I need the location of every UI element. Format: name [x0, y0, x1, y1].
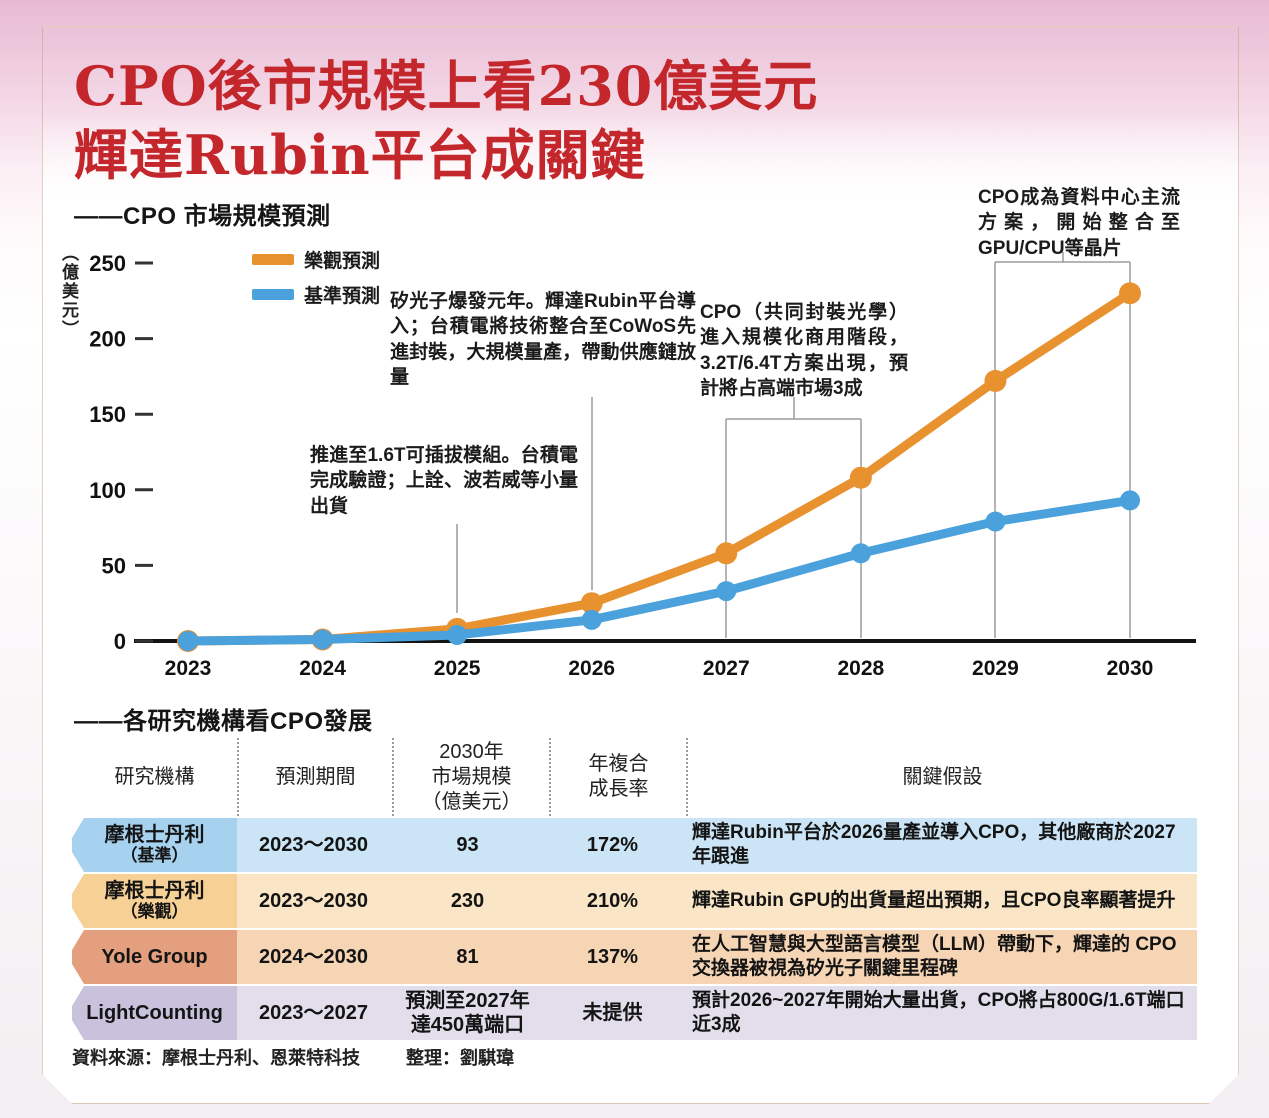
cagr-cell: 未提供: [582, 1002, 643, 1024]
page-title-line1: CPO後市規模上看230億美元: [74, 54, 819, 118]
row-body: 2023～2030 230 210% 輝達Rubin GPU的出貨量超出預期，且…: [237, 874, 1197, 928]
legend-item-base: 基準預測: [252, 281, 380, 308]
table-row-lightcounting: LightCounting 2023～2027 預測至2027年 達450萬端口…: [72, 986, 1197, 1040]
optimistic-line-swatch: [252, 254, 294, 265]
annotation-2026: 矽光子爆發元年。輝達Rubin平台導入；台積電將技術整合至CoWoS先進封裝，大…: [390, 291, 696, 388]
org-name: LightCounting: [86, 1002, 223, 1024]
chart-legend: 樂觀預測 基準預測: [252, 246, 380, 308]
table-section-title: ——各研究機構看CPO發展: [74, 708, 373, 735]
org-name: Yole Group: [101, 946, 208, 968]
legend-item-optimistic: 樂觀預測: [252, 246, 380, 273]
org-subtitle: （基準）: [120, 846, 189, 866]
size-cell: 預測至2027年 達450萬端口: [405, 990, 530, 1036]
table-header-row: 研究機構 預測期間 2030年 市場規模 （億美元） 年複合 成長率 關鍵假設: [72, 738, 1197, 816]
header-org: 研究機構: [72, 738, 239, 816]
annotation-2025: 推進至1.6T可插拔模組。台積電完成驗證；上詮、波若威等小量出貨: [310, 445, 578, 517]
annotation-2027-2028: CPO（共同封裝光學）進入規模化商用階段，3.2T/6.4T方案出現，預計將占高…: [700, 302, 908, 399]
chart-section-title: ——CPO 市場規模預測: [74, 203, 331, 230]
org-label: 摩根士丹利 （樂觀）: [72, 874, 237, 928]
period-cell: 2023～2027: [259, 1002, 368, 1024]
period-cell: 2024～2030: [259, 946, 368, 968]
header-size-2030: 2030年 市場規模 （億美元）: [394, 738, 551, 816]
cagr-cell: 172%: [586, 834, 639, 856]
editor-note: 整理：劉騏瑋: [406, 1048, 514, 1068]
cagr-cell: 210%: [586, 890, 639, 912]
org-name: 摩根士丹利: [104, 824, 205, 847]
header-period: 預測期間: [239, 738, 394, 816]
org-label: Yole Group: [72, 930, 237, 984]
row-body: 2023～2030 93 172% 輝達Rubin平台於2026量產並導入CPO…: [237, 818, 1197, 872]
size-cell: 230: [450, 890, 485, 912]
assumption-cell: 在人工智慧與大型語言模型（LLM）帶動下，輝達的 CPO 交換器被視為矽光子關鍵…: [692, 933, 1177, 979]
assumption-cell: 輝達Rubin平台於2026量產並導入CPO，其他廠商於2027年跟進: [692, 821, 1176, 867]
table-row-morgan-bull: 摩根士丹利 （樂觀） 2023～2030 230 210% 輝達Rubin GP…: [72, 874, 1197, 928]
page-title: CPO後市規模上看230億美元 輝達Rubin平台成關鍵: [74, 52, 818, 190]
assumption-cell: 輝達Rubin GPU的出貨量超出預期，且CPO良率顯著提升: [692, 889, 1176, 911]
footer-note: 資料來源：摩根士丹利、恩萊特科技 整理：劉騏瑋: [72, 1044, 560, 1070]
base-line-swatch: [252, 289, 294, 300]
page-title-line2: 輝達Rubin平台成關鍵: [74, 123, 646, 188]
source-note: 資料來源：摩根士丹利、恩萊特科技: [72, 1048, 360, 1068]
size-cell: 93: [456, 834, 479, 856]
period-cell: 2023～2030: [259, 834, 368, 856]
header-cagr: 年複合 成長率: [551, 738, 688, 816]
header-assumption: 關鍵假設: [902, 765, 983, 788]
table-row-morgan-base: 摩根士丹利 （基準） 2023～2030 93 172% 輝達Rubin平台於2…: [72, 818, 1197, 872]
table-row-yole: Yole Group 2024～2030 81 137% 在人工智慧與大型語言模…: [72, 930, 1197, 984]
legend-label-base: 基準預測: [304, 286, 381, 307]
legend-label-optimistic: 樂觀預測: [304, 251, 381, 272]
assumption-cell: 預計2026~2027年開始大量出貨，CPO將占800G/1.6T端口近3成: [692, 989, 1185, 1035]
period-cell: 2023～2030: [259, 890, 368, 912]
row-body: 2023～2027 預測至2027年 達450萬端口 未提供 預計2026~20…: [237, 986, 1197, 1040]
org-label: 摩根士丹利 （基準）: [72, 818, 237, 872]
size-cell: 81: [456, 946, 479, 968]
annotation-2029-2030: CPO成為資料中心主流方案，開始整合至GPU/CPU等晶片: [978, 187, 1180, 259]
org-name: 摩根士丹利: [104, 880, 205, 903]
research-table: 研究機構 預測期間 2030年 市場規模 （億美元） 年複合 成長率 關鍵假設 …: [72, 738, 1197, 1040]
org-label: LightCounting: [72, 986, 237, 1040]
cagr-cell: 137%: [586, 946, 639, 968]
row-body: 2024～2030 81 137% 在人工智慧與大型語言模型（LLM）帶動下，輝…: [237, 930, 1197, 984]
org-subtitle: （樂觀）: [120, 902, 189, 922]
y-axis-unit-label: （億美元）: [59, 244, 78, 339]
